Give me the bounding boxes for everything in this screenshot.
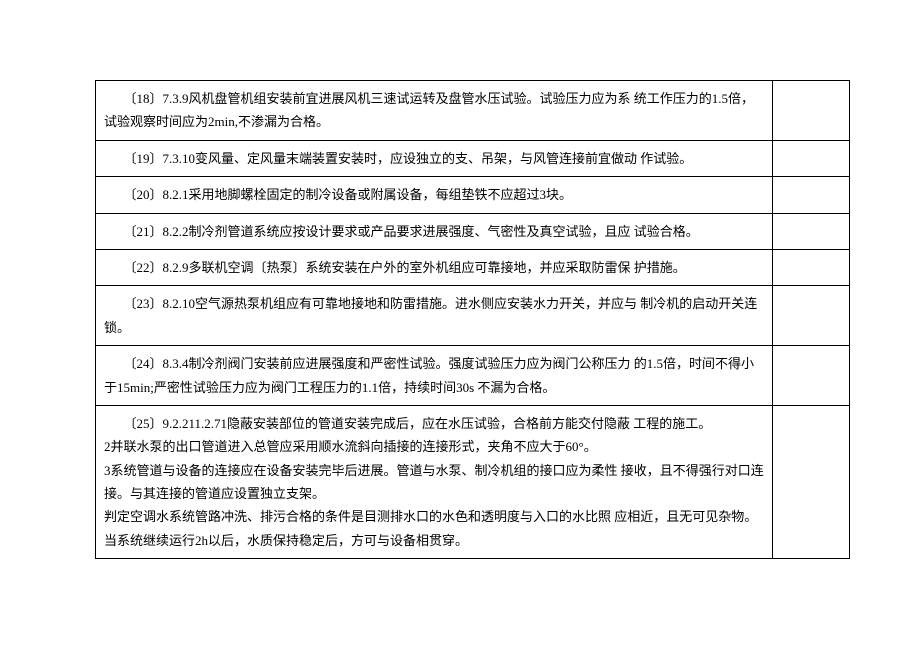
cell-empty: [773, 213, 850, 249]
table-row: 〔24〕8.3.4制冷剂阀门安装前应进展强度和严密性试验。强度试验压力应为阀门公…: [96, 346, 850, 406]
cell-text: 〔22〕8.2.9多联机空调〔热泵〕系统安装在户外的室外机组应可靠接地，并应采取…: [96, 249, 773, 285]
cell-empty: [773, 286, 850, 346]
para-line: 〔25〕9.2.211.2.71隐蔽安装部位的管道安装完成后，应在水压试验，合格…: [104, 412, 764, 435]
cell-empty: [773, 177, 850, 213]
document-page: 〔18〕7.3.9风机盘管机组安装前宜进展风机三速试运转及盘管水压试验。试验压力…: [0, 0, 920, 599]
para-line: 判定空调水系统管路冲洗、排污合格的条件是目测排水口的水色和透明度与入口的水比照 …: [104, 505, 764, 552]
cell-text: 〔19〕7.3.10变风量、定风量末端装置安装时，应设独立的支、吊架，与风管连接…: [96, 140, 773, 176]
table-row: 〔18〕7.3.9风机盘管机组安装前宜进展风机三速试运转及盘管水压试验。试验压力…: [96, 81, 850, 141]
table-row: 〔22〕8.2.9多联机空调〔热泵〕系统安装在户外的室外机组应可靠接地，并应采取…: [96, 249, 850, 285]
cell-empty: [773, 81, 850, 141]
cell-text: 〔18〕7.3.9风机盘管机组安装前宜进展风机三速试运转及盘管水压试验。试验压力…: [96, 81, 773, 141]
para-line: 3系统管道与设备的连接应在设备安装完毕后进展。管道与水泵、制冷机组的接口应为柔性…: [104, 459, 764, 506]
table-row: 〔20〕8.2.1采用地脚螺栓固定的制冷设备或附属设备，每组垫铁不应超过3块。: [96, 177, 850, 213]
table-row: 〔23〕8.2.10空气源热泵机组应有可靠地接地和防雷措施。进水侧应安装水力开关…: [96, 286, 850, 346]
cell-text-multi: 〔25〕9.2.211.2.71隐蔽安装部位的管道安装完成后，应在水压试验，合格…: [96, 405, 773, 558]
cell-empty: [773, 140, 850, 176]
cell-empty: [773, 405, 850, 558]
cell-text: 〔21〕8.2.2制冷剂管道系统应按设计要求或产品要求进展强度、气密性及真空试验…: [96, 213, 773, 249]
table-row: 〔25〕9.2.211.2.71隐蔽安装部位的管道安装完成后，应在水压试验，合格…: [96, 405, 850, 558]
cell-empty: [773, 346, 850, 406]
para-line: 2并联水泵的出口管道进入总管应采用顺水流斜向插接的连接形式，夹角不应大于60°。: [104, 435, 764, 458]
cell-text: 〔23〕8.2.10空气源热泵机组应有可靠地接地和防雷措施。进水侧应安装水力开关…: [96, 286, 773, 346]
cell-empty: [773, 249, 850, 285]
table-row: 〔19〕7.3.10变风量、定风量末端装置安装时，应设独立的支、吊架，与风管连接…: [96, 140, 850, 176]
regulations-table: 〔18〕7.3.9风机盘管机组安装前宜进展风机三速试运转及盘管水压试验。试验压力…: [95, 80, 850, 559]
cell-text: 〔20〕8.2.1采用地脚螺栓固定的制冷设备或附属设备，每组垫铁不应超过3块。: [96, 177, 773, 213]
cell-text: 〔24〕8.3.4制冷剂阀门安装前应进展强度和严密性试验。强度试验压力应为阀门公…: [96, 346, 773, 406]
table-row: 〔21〕8.2.2制冷剂管道系统应按设计要求或产品要求进展强度、气密性及真空试验…: [96, 213, 850, 249]
table-body: 〔18〕7.3.9风机盘管机组安装前宜进展风机三速试运转及盘管水压试验。试验压力…: [96, 81, 850, 559]
